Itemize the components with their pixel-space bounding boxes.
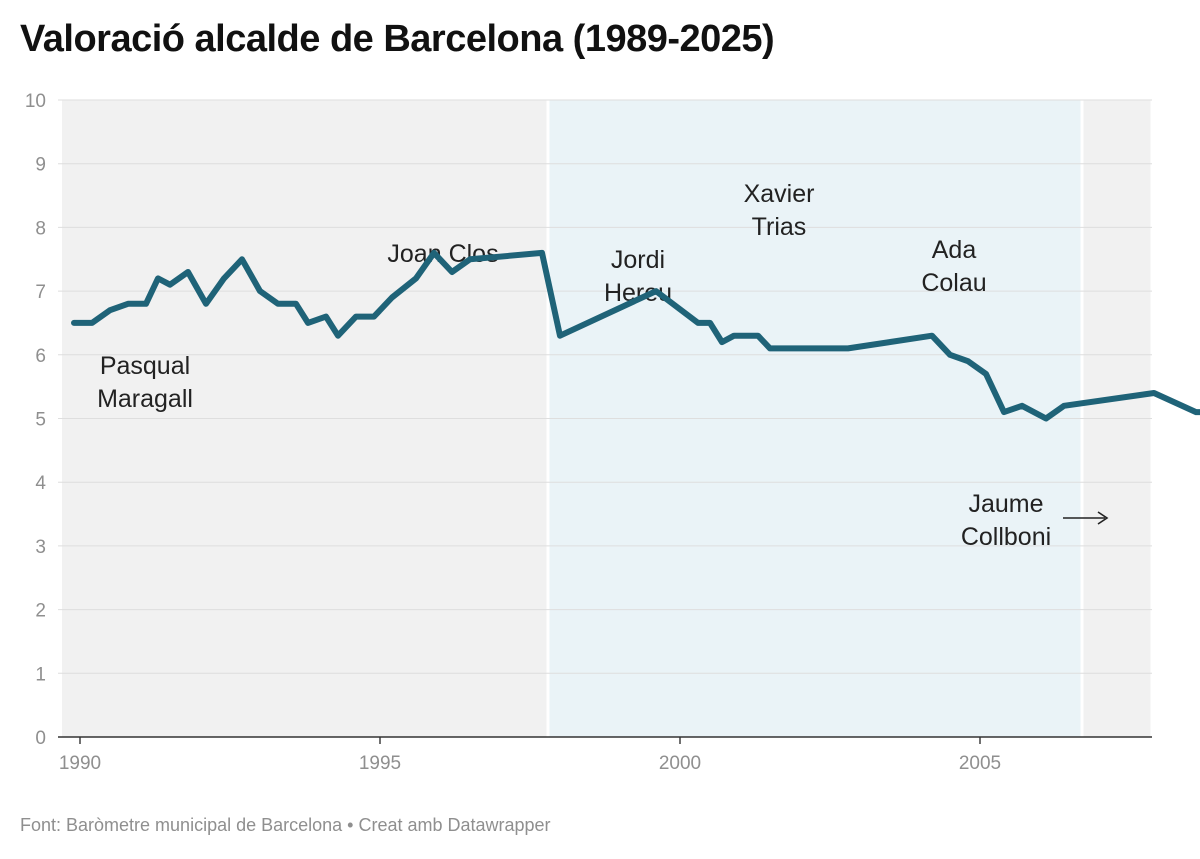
x-tick-label: 2000 <box>659 753 701 774</box>
y-tick-label: 8 <box>35 218 46 239</box>
period-label: Jaume <box>968 490 1043 518</box>
grid-lines <box>58 99 1152 738</box>
collboni-arrow-head <box>1097 511 1109 525</box>
x-tick-label: 2005 <box>959 753 1001 774</box>
period-label: Colau <box>921 269 986 297</box>
x-tick-label: 1995 <box>359 753 401 774</box>
period-label: Ada <box>932 236 977 264</box>
y-tick-label: 9 <box>35 155 46 176</box>
source-note: Font: Baròmetre municipal de Barcelona •… <box>20 815 551 835</box>
series-line <box>71 249 1200 422</box>
period-label: Collboni <box>961 523 1051 551</box>
y-tick-label: 1 <box>35 664 46 685</box>
series-lines: 5,1 <box>71 249 1200 422</box>
y-tick-label: 0 <box>35 728 46 749</box>
x-tick-label: 1990 <box>59 753 101 774</box>
chart-title: Valoració alcalde de Barcelona (1989-202… <box>20 18 775 60</box>
y-tick-label: 6 <box>35 346 46 367</box>
period-label: Trias <box>752 213 807 241</box>
period-label: Xavier <box>744 180 815 208</box>
period-label: Maragall <box>97 385 193 413</box>
y-tick-label: 2 <box>35 601 46 622</box>
y-tick-label: 10 <box>25 91 46 112</box>
y-axis-ticks: 0 1 2 3 4 5 6 7 8 9 10 <box>25 91 47 749</box>
y-tick-label: 4 <box>35 473 46 494</box>
x-axis-ticks: 19901995200020052010201520202025 <box>59 737 1001 774</box>
period-label: Pasqual <box>100 352 190 380</box>
y-tick-label: 3 <box>35 537 46 558</box>
y-tick-label: 7 <box>35 282 46 303</box>
y-tick-label: 5 <box>35 410 46 431</box>
annotations <box>1063 511 1109 525</box>
period-label: Jordi <box>611 246 665 274</box>
